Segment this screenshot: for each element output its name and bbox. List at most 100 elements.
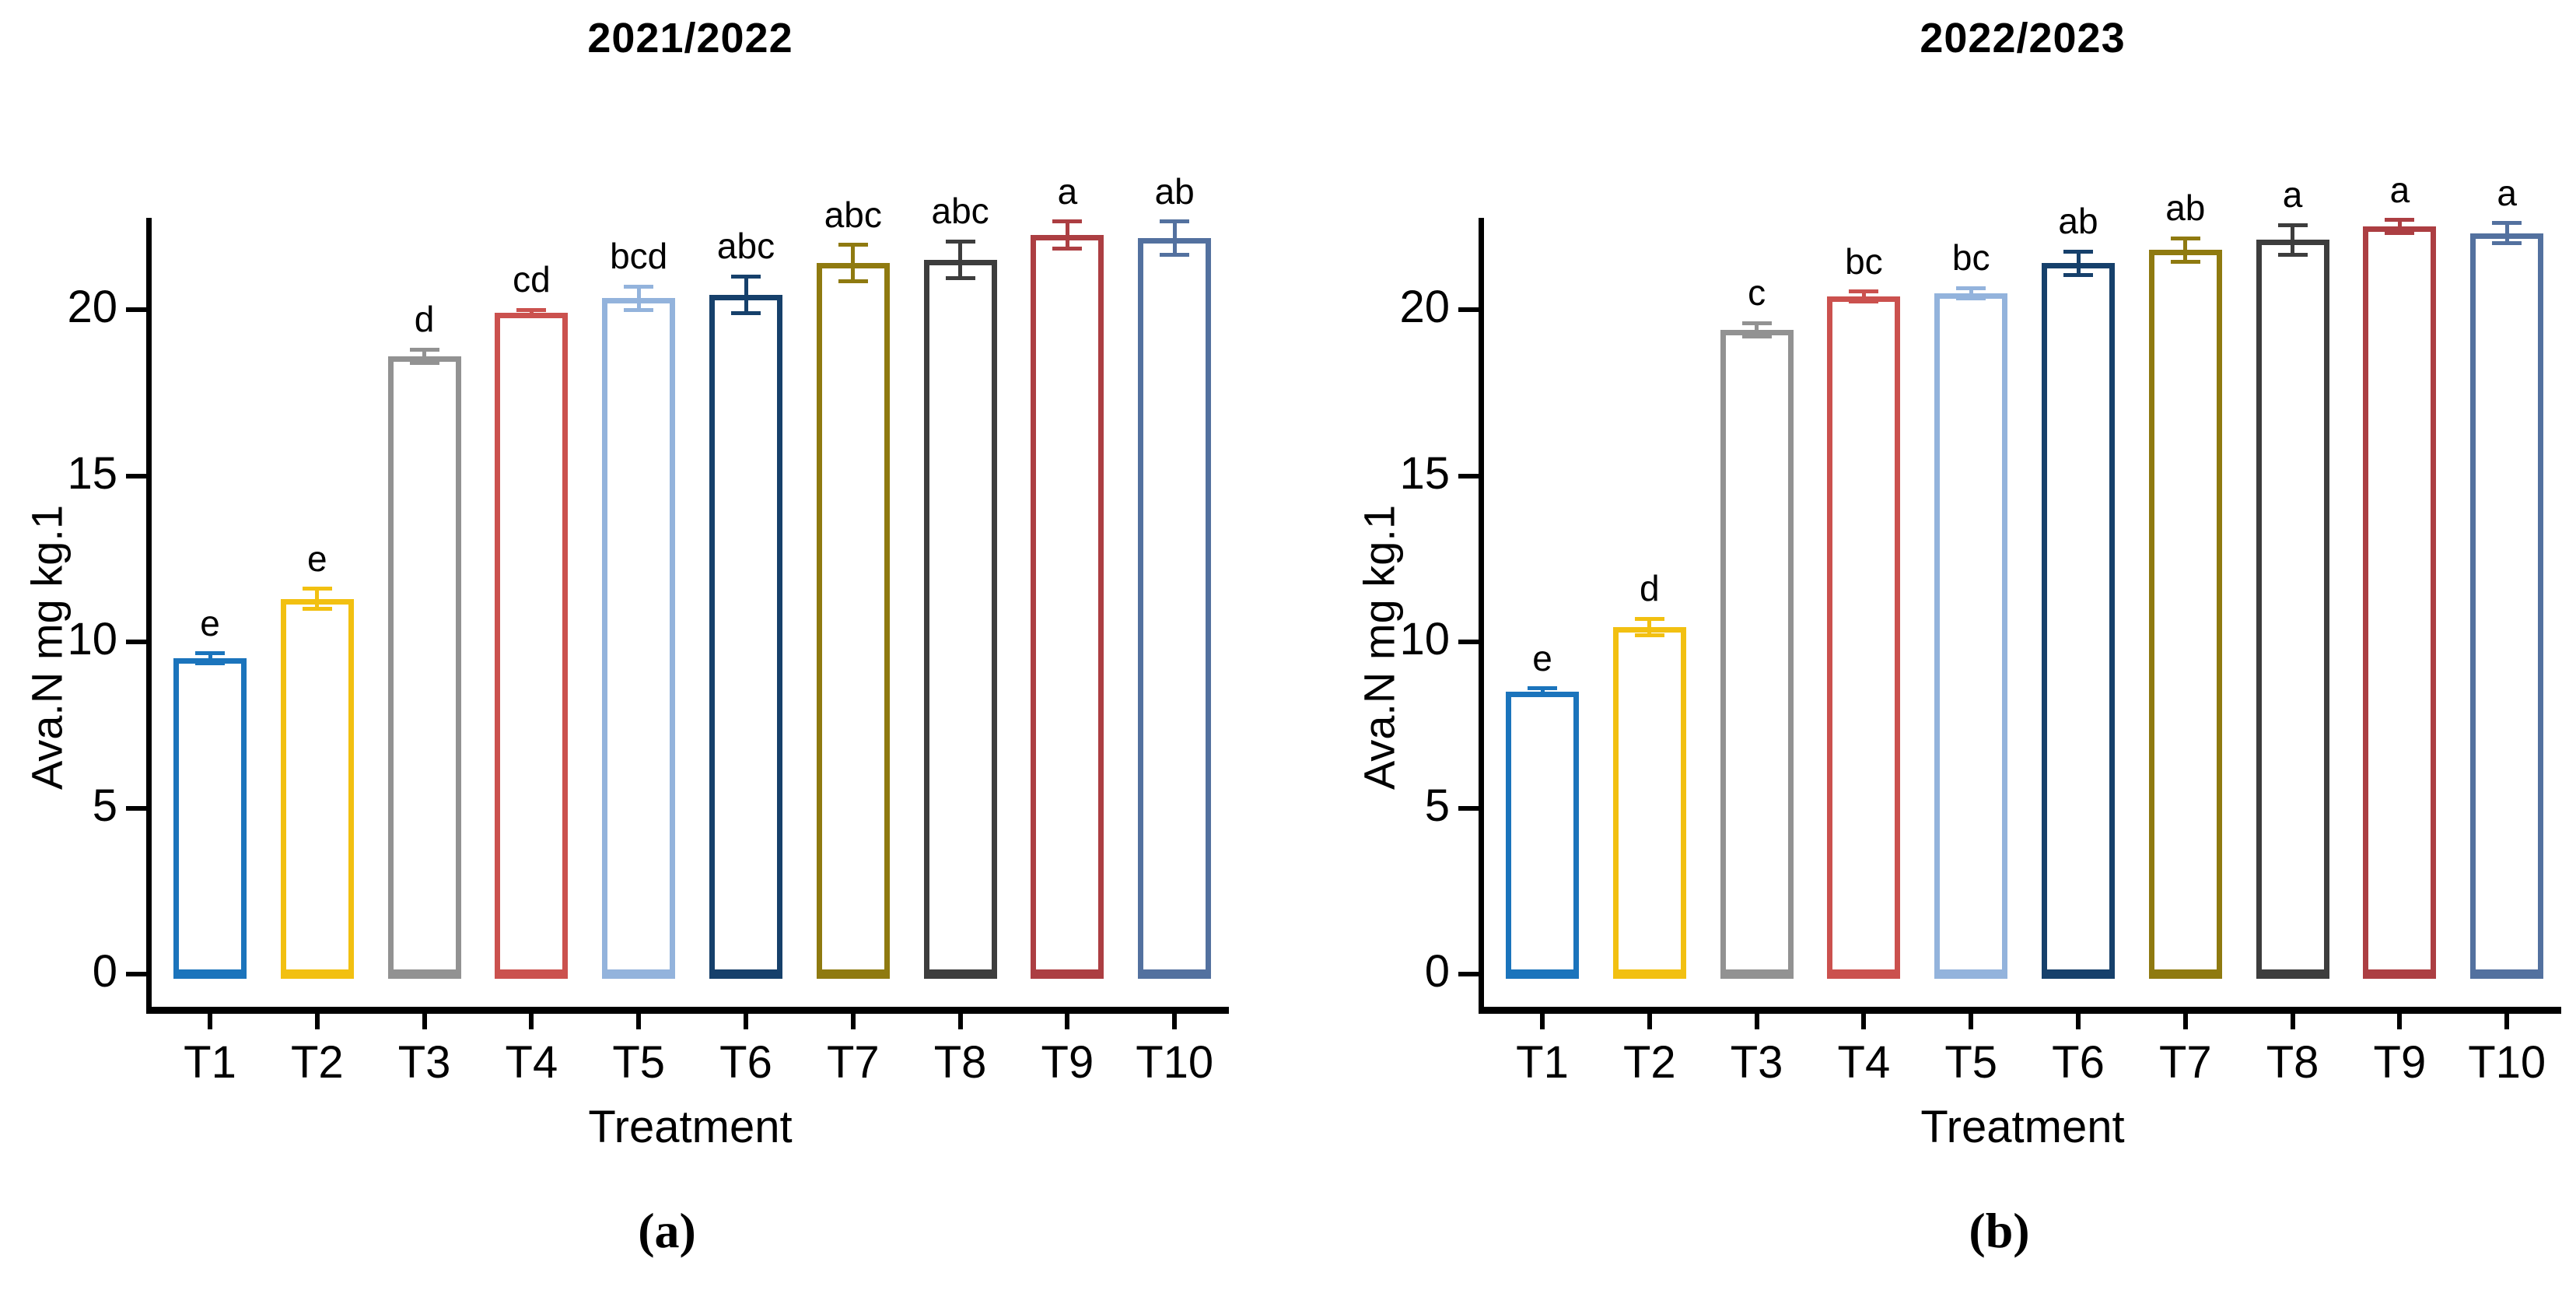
- error-bar-cap: [409, 360, 439, 365]
- error-bar-cap: [731, 310, 761, 315]
- error-bar-cap: [838, 243, 868, 247]
- y-tick-label: 15: [1399, 447, 1450, 499]
- y-tick: [126, 805, 146, 811]
- y-tick-label: 20: [67, 282, 117, 332]
- error-bar-T6: [2076, 251, 2081, 275]
- x-tick: [1969, 1014, 1974, 1029]
- bar-T1: [173, 658, 247, 979]
- sig-letter-T10: ab: [1154, 170, 1195, 212]
- error-bar-cap: [302, 587, 332, 591]
- error-bar-cap: [1741, 321, 1772, 325]
- bar-T10: [2470, 233, 2544, 979]
- error-bar-cap: [2277, 253, 2308, 258]
- x-tick: [636, 1014, 642, 1029]
- x-tick: [1065, 1014, 1070, 1029]
- y-tick: [1458, 805, 1479, 811]
- x-tick-label-T4: T4: [505, 1037, 558, 1088]
- bar-T8: [923, 259, 997, 979]
- sig-letter-T6: abc: [716, 226, 775, 267]
- y-tick: [1458, 640, 1479, 644]
- error-bar-T4: [1861, 291, 1866, 302]
- error-bar-T5: [636, 286, 641, 310]
- error-bar-T10: [2504, 223, 2509, 244]
- error-bar-T7: [2183, 238, 2188, 262]
- bar-T5: [602, 298, 676, 979]
- sig-letter-T1: e: [200, 602, 220, 643]
- bar-T6: [709, 294, 782, 979]
- y-tick: [126, 640, 146, 644]
- x-tick: [314, 1014, 320, 1029]
- sig-letter-T6: ab: [2058, 201, 2098, 242]
- x-tick-label-T8: T8: [933, 1037, 987, 1088]
- x-axis-title-a: Treatment: [588, 1102, 793, 1152]
- x-tick: [1647, 1014, 1652, 1029]
- error-bar-cap: [2063, 272, 2093, 277]
- plot-area-b: 2022/2023 Ava.N mg kg.1 e d c bc bc ab ab a a a T…: [1355, 15, 2561, 1258]
- error-bar-cap: [195, 661, 225, 666]
- x-axis-title-b: Treatment: [1920, 1102, 2125, 1152]
- y-axis-line-b: [1479, 218, 1484, 1014]
- bar-T8: [2256, 240, 2329, 979]
- y-tick-label: 0: [1424, 946, 1450, 997]
- error-bar-cap: [1849, 289, 1879, 294]
- y-tick: [126, 473, 146, 478]
- error-bar-cap: [1528, 692, 1557, 697]
- x-tick-label-T4: T4: [1837, 1037, 1891, 1088]
- x-tick: [744, 1014, 748, 1029]
- sig-letter-T8: abc: [931, 191, 989, 232]
- sig-letter-T10: a: [2497, 172, 2517, 213]
- x-tick-label-T5: T5: [612, 1037, 666, 1088]
- y-tick-label: 10: [1399, 614, 1450, 664]
- sig-letter-T3: d: [414, 299, 435, 340]
- error-bar-T5: [1969, 288, 1973, 299]
- x-tick: [957, 1014, 963, 1029]
- error-bar-T3: [422, 349, 427, 363]
- error-bar-T1: [1540, 688, 1545, 696]
- error-bar-T1: [208, 653, 212, 664]
- y-tick-label: 5: [92, 780, 117, 831]
- x-tick: [422, 1014, 427, 1029]
- error-bar-cap: [1634, 616, 1664, 621]
- error-bar-T3: [1755, 323, 1759, 337]
- x-tick-label-T8: T8: [2266, 1037, 2319, 1088]
- x-tick-label-T10: T10: [2468, 1037, 2546, 1088]
- sig-letter-T9: a: [2389, 169, 2410, 210]
- x-tick: [1540, 1014, 1545, 1029]
- error-bar-cap: [1160, 253, 1190, 258]
- error-bar-cap: [1634, 633, 1664, 637]
- y-tick: [126, 307, 146, 312]
- y-tick: [1458, 972, 1479, 976]
- error-bar-cap: [2492, 221, 2522, 226]
- error-bar-cap: [1052, 219, 1083, 224]
- error-bar-cap: [731, 274, 761, 279]
- y-tick-label: 20: [1399, 282, 1450, 332]
- y-tick-label: 10: [67, 614, 117, 664]
- error-bar-cap: [1956, 286, 1986, 290]
- sig-letter-T5: bcd: [610, 236, 668, 277]
- sig-letter-T3: c: [1748, 272, 1766, 314]
- x-tick-label-T2: T2: [290, 1037, 344, 1088]
- error-bar-cap: [1528, 686, 1557, 691]
- error-bar-T7: [851, 244, 856, 282]
- error-bar-cap: [195, 651, 225, 656]
- x-tick: [1172, 1014, 1178, 1029]
- error-bar-cap: [2170, 236, 2200, 240]
- error-bar-cap: [838, 279, 868, 284]
- x-tick-label-T2: T2: [1622, 1037, 1676, 1088]
- x-tick: [529, 1014, 534, 1029]
- sig-letter-T9: a: [1057, 170, 1078, 212]
- error-bar-cap: [2277, 223, 2308, 227]
- bar-T7: [2148, 250, 2222, 979]
- error-bar-cap: [1741, 334, 1772, 338]
- x-tick-label-T10: T10: [1136, 1037, 1214, 1088]
- bar-T5: [1934, 293, 2008, 979]
- bar-T3: [387, 356, 461, 979]
- bar-T7: [816, 263, 890, 979]
- x-tick-label-T6: T6: [719, 1037, 772, 1088]
- x-tick-label-T9: T9: [2373, 1037, 2427, 1088]
- x-tick-label-T1: T1: [1516, 1037, 1569, 1088]
- sig-letter-T5: bc: [1951, 237, 1990, 279]
- panel-b-caption: (b): [1969, 1203, 2030, 1258]
- error-bar-T8: [2291, 225, 2295, 255]
- bar-T9: [2363, 226, 2437, 979]
